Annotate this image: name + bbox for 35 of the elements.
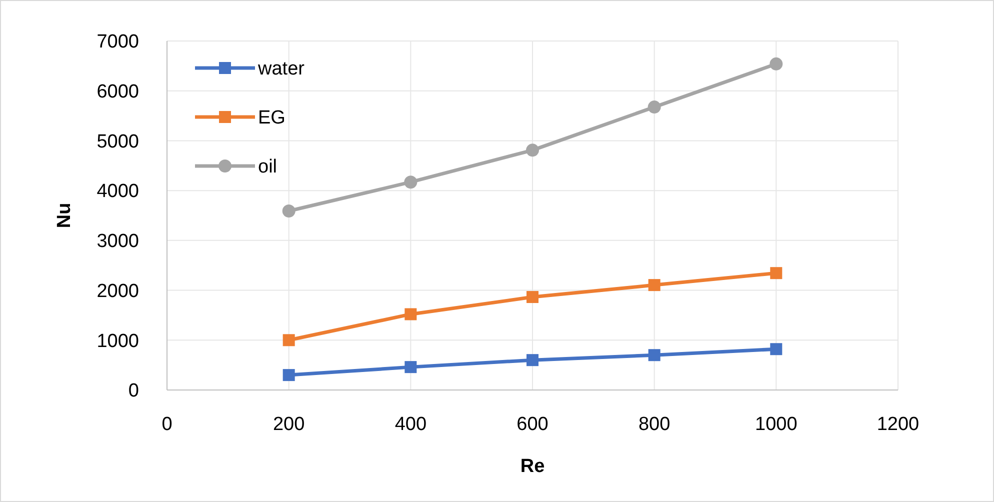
y-tick-label: 4000: [96, 181, 139, 202]
y-tick-label: 1000: [96, 330, 139, 352]
point: [648, 100, 661, 114]
legend-label: oil: [258, 156, 278, 178]
point: [404, 361, 417, 374]
point: [526, 354, 538, 366]
point: [282, 369, 295, 382]
y-tick-label: 0: [128, 380, 139, 402]
point: [648, 279, 660, 292]
y-tick-label: 6000: [96, 82, 139, 103]
y-tick-label: 3000: [96, 231, 139, 252]
y-axis-title: Nu: [54, 202, 75, 228]
y-tick-label: 5000: [96, 131, 139, 152]
point: [770, 343, 782, 356]
y-tick-label: 2000: [96, 280, 139, 302]
x-tick-label: 0: [162, 414, 172, 435]
point: [282, 204, 296, 218]
point: [648, 349, 660, 362]
x-tick-label: 400: [394, 414, 427, 435]
x-tick-label: 1200: [876, 414, 920, 435]
point: [282, 334, 295, 346]
legend-label: EG: [258, 108, 286, 129]
point: [770, 57, 783, 70]
y-tick-label: 7000: [96, 32, 139, 53]
point: [526, 144, 539, 157]
x-tick-label: 600: [516, 414, 548, 435]
legend-label: water: [257, 58, 306, 80]
x-tick-label: 1000: [755, 414, 798, 435]
x-tick-label: 800: [638, 414, 670, 435]
x-tick-label: 200: [272, 414, 305, 435]
x-axis-title: Re: [520, 456, 545, 477]
point: [404, 176, 418, 189]
point: [526, 291, 538, 304]
point: [404, 308, 417, 320]
point: [770, 267, 782, 280]
